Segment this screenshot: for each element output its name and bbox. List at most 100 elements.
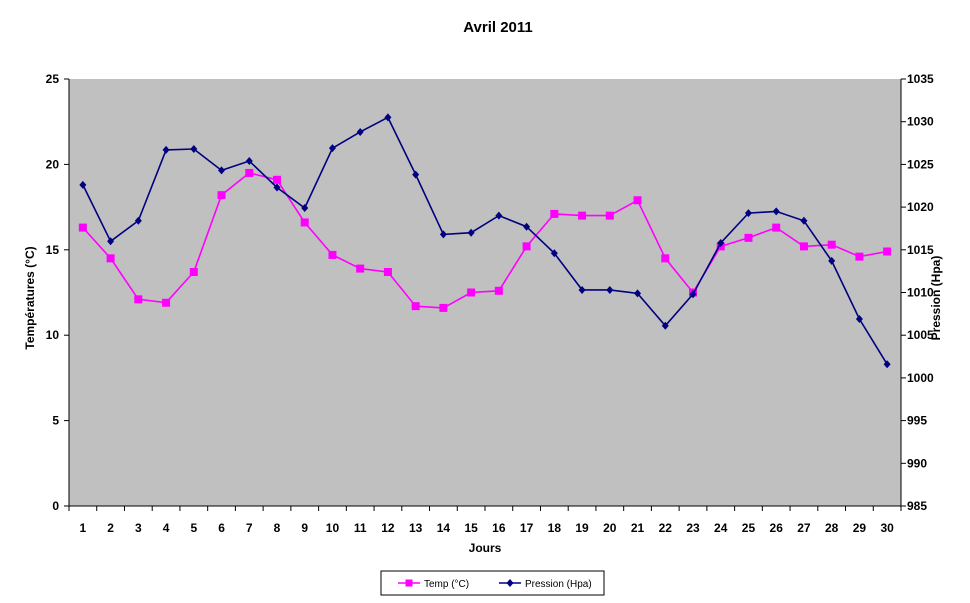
data-point <box>79 180 87 189</box>
data-point <box>744 209 752 218</box>
data-point <box>78 223 87 232</box>
data-point <box>383 268 392 277</box>
left-tick-label: 20 <box>46 157 60 171</box>
data-point <box>578 285 586 294</box>
right-tick-label: 1010 <box>907 286 934 300</box>
data-point <box>550 249 558 258</box>
data-point <box>827 240 836 249</box>
data-point <box>578 211 587 220</box>
data-point <box>439 230 447 239</box>
data-point <box>689 290 697 299</box>
data-point <box>772 223 781 232</box>
data-point <box>855 314 863 323</box>
data-point <box>273 175 281 184</box>
left-tick-label: 25 <box>46 72 60 86</box>
plot-area <box>69 79 901 506</box>
x-tick-label: 24 <box>714 521 728 535</box>
x-tick-label: 3 <box>135 521 142 535</box>
data-point <box>301 203 309 212</box>
data-point <box>356 264 365 273</box>
data-point <box>300 218 309 227</box>
data-point <box>633 196 642 205</box>
x-tick-label: 8 <box>274 521 281 535</box>
x-tick-label: 7 <box>246 521 253 535</box>
x-tick-label: 15 <box>464 521 478 535</box>
x-tick-label: 20 <box>603 521 617 535</box>
x-tick-label: 9 <box>301 521 308 535</box>
data-point <box>273 183 281 192</box>
right-tick-label: 1015 <box>907 243 934 257</box>
data-point <box>411 302 420 311</box>
data-point <box>495 211 503 220</box>
x-tick-label: 19 <box>575 521 589 535</box>
right-tick-label: 990 <box>907 456 927 470</box>
data-point <box>384 113 392 122</box>
data-point <box>828 256 836 265</box>
right-tick-label: 1000 <box>907 371 934 385</box>
data-point <box>162 298 171 307</box>
data-point <box>467 228 475 237</box>
data-point <box>883 360 891 369</box>
x-tick-label: 13 <box>409 521 423 535</box>
series-1 <box>78 168 892 312</box>
data-point <box>106 254 115 263</box>
data-point <box>356 127 364 136</box>
series-line <box>82 172 888 309</box>
right-tick-label: 1025 <box>907 157 934 171</box>
x-tick-label: 27 <box>797 521 811 535</box>
right-tick-label: 1035 <box>907 72 934 86</box>
right-tick-label: 1030 <box>907 115 934 129</box>
x-tick-label: 28 <box>825 521 839 535</box>
x-tick-label: 30 <box>880 521 894 535</box>
x-tick-label: 2 <box>107 521 114 535</box>
right-tick-label: 995 <box>907 414 927 428</box>
legend-swatch-marker <box>506 579 514 587</box>
right-tick-label: 1005 <box>907 328 934 342</box>
data-point <box>772 207 780 216</box>
x-tick-label: 16 <box>492 521 506 535</box>
data-point <box>134 295 143 304</box>
right-tick-label: 985 <box>907 499 927 513</box>
x-tick-label: 23 <box>686 521 700 535</box>
x-tick-label: 14 <box>437 521 451 535</box>
data-point <box>328 144 336 153</box>
x-tick-label: 4 <box>163 521 170 535</box>
data-point <box>523 222 531 231</box>
legend-swatch-marker <box>405 579 413 587</box>
x-tick-label: 25 <box>742 521 756 535</box>
legend-label: Temp (°C) <box>424 579 469 590</box>
data-point <box>189 268 198 277</box>
right-axis: 985 990 995 1000 1005 1010 1015 1020 1025 1030 103… <box>900 72 934 513</box>
x-tick-label: 17 <box>520 521 534 535</box>
data-point <box>550 209 559 218</box>
data-point <box>190 145 198 154</box>
data-point <box>439 303 448 312</box>
right-tick-label: 1020 <box>907 200 934 214</box>
x-tick-label: 6 <box>218 521 225 535</box>
series-layer <box>78 113 892 369</box>
x-tick-label: 22 <box>659 521 673 535</box>
data-point <box>800 216 808 225</box>
chart-title: Avril 2011 <box>463 19 533 36</box>
data-point <box>744 233 753 242</box>
data-point <box>883 247 892 256</box>
data-point <box>634 289 642 298</box>
data-point <box>717 238 725 247</box>
data-point <box>661 321 669 330</box>
data-point <box>328 250 337 259</box>
data-point <box>217 191 226 200</box>
data-point <box>412 170 420 179</box>
left-tick-label: 10 <box>46 328 60 342</box>
x-tick-label: 29 <box>853 521 867 535</box>
data-point <box>245 156 253 165</box>
data-point <box>162 145 170 154</box>
legend-label: Pression (Hpa) <box>525 579 592 590</box>
data-point <box>799 242 808 251</box>
series-line <box>82 116 888 365</box>
x-tick-label: 12 <box>381 521 395 535</box>
x-tick-label: 26 <box>770 521 784 535</box>
left-tick-label: 15 <box>46 243 60 257</box>
legend: Temp (°C) Pression (Hpa) <box>380 570 605 596</box>
data-point <box>855 252 864 261</box>
